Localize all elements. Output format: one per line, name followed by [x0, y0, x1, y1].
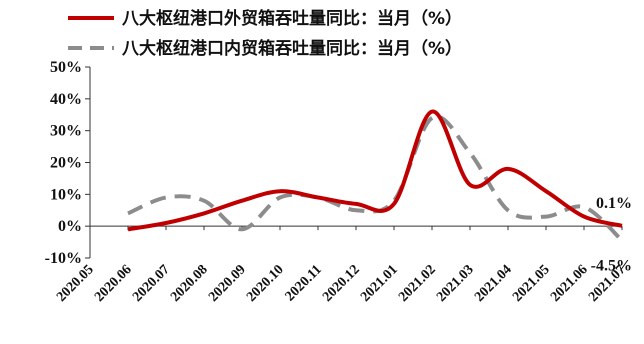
x-tick-label: 2021.03: [434, 262, 477, 305]
y-tick-label: 20%: [50, 155, 82, 172]
x-tick-label: 2021.06: [548, 262, 591, 305]
y-tick-label: 10%: [50, 186, 82, 203]
y-tick-label: 0%: [58, 218, 82, 235]
legend-label-exports: 八大枢纽港口外贸箱吞吐量同比：当月（%）: [122, 8, 462, 29]
x-tick-label: 2020.08: [168, 262, 211, 305]
annotation-layer: 0.1% -4.5%: [591, 195, 632, 275]
x-tick-label: 2020.05: [54, 262, 97, 305]
x-tick-label: 2021.01: [358, 262, 401, 305]
x-tick-label: 2020.12: [320, 262, 363, 305]
legend: 八大枢纽港口外贸箱吞吐量同比：当月（%） 八大枢纽港口内贸箱吞吐量同比：当月（%…: [68, 8, 462, 59]
x-tick-label: 2020.07: [130, 262, 173, 305]
x-tick-label: 2020.10: [244, 262, 287, 305]
series-layer: [127, 109, 624, 242]
x-tick-label: 2021.05: [510, 262, 553, 305]
annotation-domestic-last: -4.5%: [591, 257, 632, 274]
y-tick-label: -10%: [45, 250, 82, 267]
x-tick-label: 2021.04: [472, 262, 515, 305]
x-tick-label: 2020.06: [92, 262, 135, 305]
x-tick-label: 2020.09: [206, 262, 249, 305]
annotation-exports-last: 0.1%: [596, 195, 632, 212]
y-tick-label: 50%: [50, 59, 82, 76]
x-tick-label: 2021.02: [396, 262, 439, 305]
y-tick-label: 30%: [50, 123, 82, 140]
legend-label-domestic: 八大枢纽港口内贸箱吞吐量同比：当月（%）: [122, 38, 462, 59]
x-tick-label: 2020.11: [283, 262, 325, 304]
series-line-domestic: [127, 114, 624, 242]
series-line-exports: [127, 109, 623, 232]
y-tick-label: 40%: [50, 91, 82, 108]
axes: -10%0%10%20%30%40%50%2020.052020.062020.…: [45, 59, 629, 305]
